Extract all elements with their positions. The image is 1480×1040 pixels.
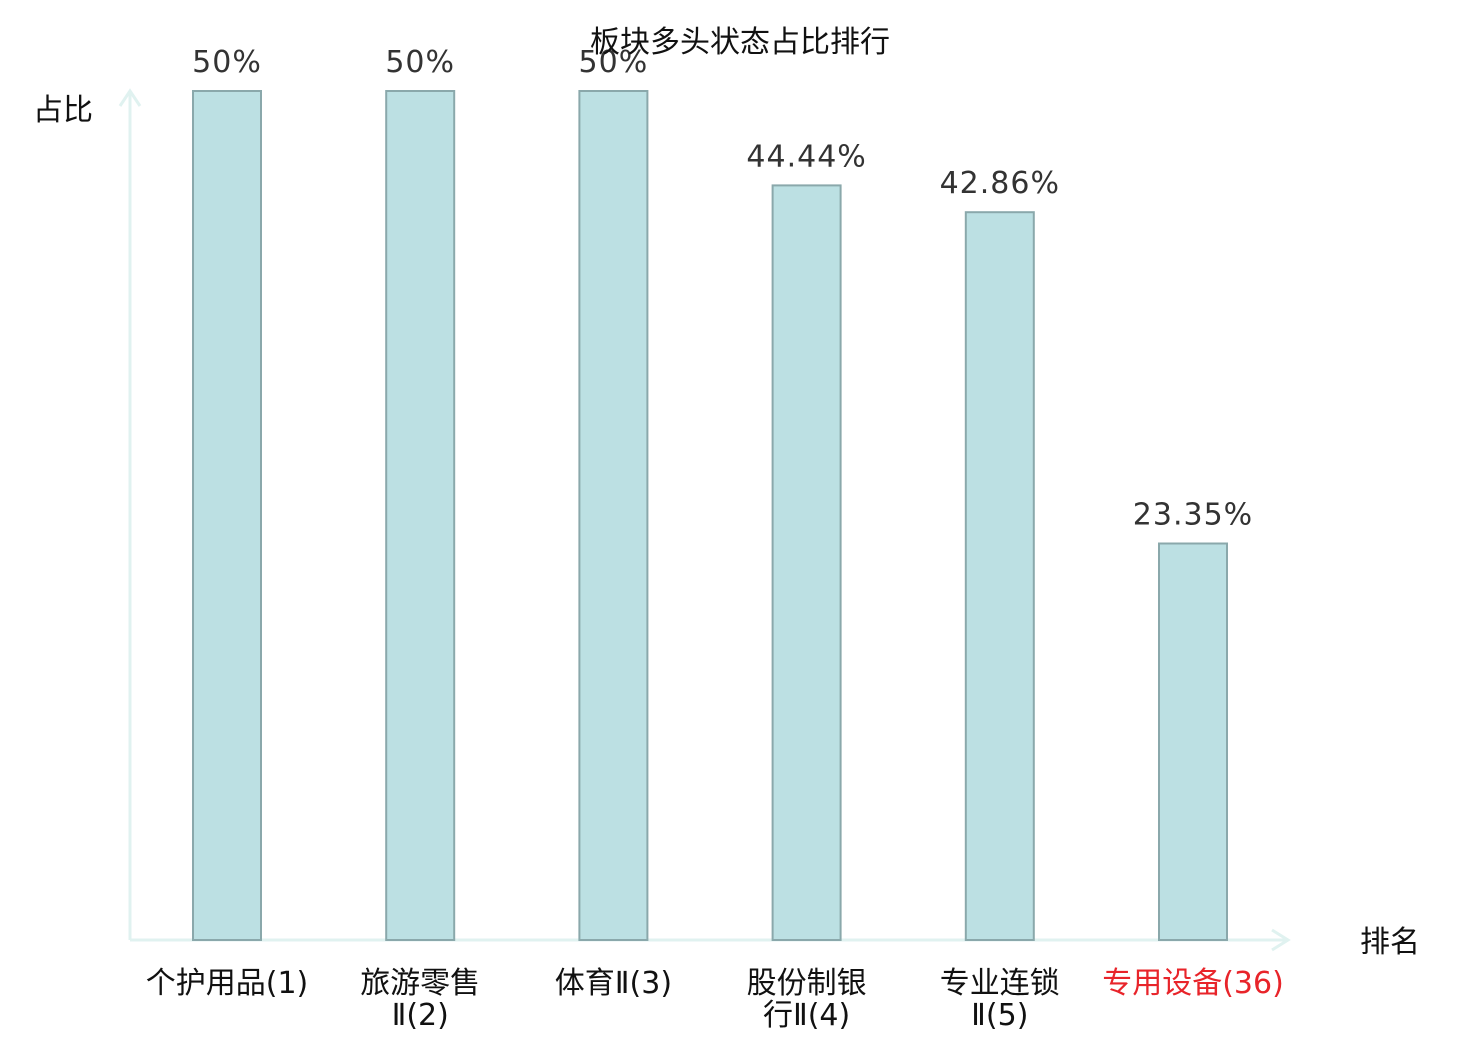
bars-group (192, 90, 1228, 941)
y-axis (118, 88, 142, 940)
bar-3 (578, 90, 649, 941)
category-labels-group: 个护用品(1) 旅游零售 Ⅱ(2) 体育Ⅱ(3) 股份制银行Ⅱ(4) 专业连锁 Ⅱ(5) 专用… (146, 966, 1284, 1033)
category-label-3: 体育Ⅱ(3) (555, 966, 672, 1001)
category-label-1: 个护用品(1) (146, 966, 309, 1001)
value-label-2: 50% (385, 45, 455, 80)
category-label-4: 股份制银行Ⅱ(4) (747, 966, 867, 1033)
bar-6 (1158, 542, 1228, 941)
chart-title: 板块多头状态占比排行 (590, 25, 890, 60)
category-label-5: 专业连锁 Ⅱ(5) (940, 966, 1060, 1033)
bar-5 (964, 211, 1035, 941)
category-label-6: 专用设备(36) (1102, 966, 1284, 1001)
bar-4 (771, 184, 842, 941)
value-label-5: 42.86% (940, 166, 1060, 201)
bar-2 (385, 90, 456, 941)
value-label-3: 50% (579, 45, 649, 80)
x-axis (130, 928, 1291, 952)
value-label-4: 44.44% (746, 139, 866, 174)
bar-1 (192, 90, 262, 941)
x-axis-label: 排名 (1360, 925, 1420, 960)
value-label-1: 50% (192, 45, 262, 80)
value-label-6: 23.35% (1133, 498, 1253, 533)
value-labels-group: 50% 50% 50% 44.44% 42.86% 23.35% (192, 45, 1253, 533)
category-label-2: 旅游零售 Ⅱ(2) (360, 966, 480, 1033)
y-axis-label: 占比 (33, 93, 93, 128)
